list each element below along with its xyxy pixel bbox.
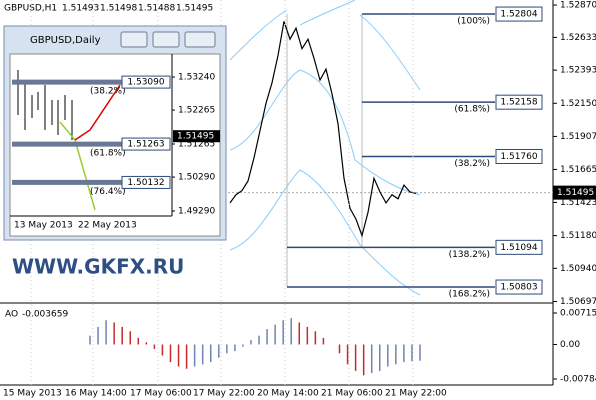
current-price-box xyxy=(553,185,596,200)
ohlc-value: 1.51495 xyxy=(176,4,213,14)
inset-fib-percent: (61.8%) xyxy=(90,149,126,159)
inset-fib-price: 1.51263 xyxy=(127,140,164,150)
inset-fib-percent: (76.4%) xyxy=(90,187,126,197)
envelope-mid xyxy=(229,69,421,196)
inset-tick-label: 1.50290 xyxy=(178,173,215,183)
inset-window[interactable]: GBPUSD,Daily 1.53240 1.52265 1.51265 1.5029… xyxy=(3,25,227,241)
fib-percent: (100%) xyxy=(457,17,490,27)
y-tick-label: 1.50940 xyxy=(560,264,596,274)
fib-price: 1.51094 xyxy=(500,243,537,253)
fib-price-box xyxy=(495,279,543,295)
maximize-button[interactable] xyxy=(152,31,180,48)
inset-tick-label: 1.49290 xyxy=(178,206,215,216)
fib-price: 1.52158 xyxy=(500,98,537,108)
ohlc-value: 1.51488 xyxy=(138,4,175,14)
fib-percent: (168.2%) xyxy=(449,290,490,300)
inset-fib-box xyxy=(121,137,171,151)
fib-price-box xyxy=(495,94,543,110)
fib-percent: (38.2%) xyxy=(454,159,490,169)
fib-price: 1.51760 xyxy=(500,152,537,162)
fib-percent: (61.8%) xyxy=(454,105,490,115)
close-button[interactable] xyxy=(184,31,216,48)
inset-current-box xyxy=(173,130,220,143)
fib-price-box xyxy=(495,239,543,255)
x-tick-label: 21 May 06:00 xyxy=(321,389,383,399)
inset-date: 13 May 2013 xyxy=(14,221,73,231)
y-tick-label: 1.52150 xyxy=(560,99,596,109)
fib-price: 1.50803 xyxy=(500,283,537,293)
y-tick-label: 1.51665 xyxy=(560,165,596,175)
inset-fib-box xyxy=(121,75,171,89)
ohlc-value: 1.51498 xyxy=(100,4,137,14)
price-line xyxy=(229,21,417,238)
fib-price-box xyxy=(495,148,543,164)
inset-current-label: 1.51495 xyxy=(177,132,214,142)
ao-name: AO xyxy=(5,310,18,320)
inset-fib-box xyxy=(121,175,171,189)
x-tick-label: 16 May 14:00 xyxy=(65,389,127,399)
x-tick-label: 20 May 14:00 xyxy=(257,389,319,399)
fib-price: 1.52804 xyxy=(500,10,537,20)
inset-tick-label: 1.53240 xyxy=(178,73,215,83)
y-tick-label: 1.52870 xyxy=(560,1,596,11)
y-tick-label: 1.51423 xyxy=(560,198,596,208)
watermark: WWW.GKFX.RU xyxy=(12,255,184,279)
trend-line xyxy=(74,84,121,141)
y-tick-label: 1.52393 xyxy=(560,66,596,76)
inset-fib-price: 1.50132 xyxy=(127,178,164,188)
inset-fib-percent: (38.2%) xyxy=(90,87,126,97)
minimize-button[interactable] xyxy=(120,31,148,48)
inset-fib-price: 1.53090 xyxy=(127,78,164,88)
window-title: GBPUSD,Daily xyxy=(30,35,101,46)
x-tick-label: 17 May 22:00 xyxy=(193,389,255,399)
fib-price-box xyxy=(495,6,543,22)
fib-percent: (138.2%) xyxy=(449,250,490,260)
ao-last: -0.003659 xyxy=(22,310,68,320)
envelope-lower xyxy=(229,169,421,296)
x-tick-label: 21 May 22:00 xyxy=(385,389,447,399)
x-tick-label: 15 May 2013 xyxy=(3,389,62,399)
y-tick-label: 1.50697 xyxy=(560,297,596,307)
y-tick-label: 1.51907 xyxy=(560,132,596,142)
ao-tick-label: 0.00 xyxy=(560,340,580,350)
ao-tick-label: -0.00784 xyxy=(560,375,596,385)
ao-tick-label: 0.00715 xyxy=(560,308,596,318)
inset-date: 22 May 2013 xyxy=(78,221,137,231)
ohlc-value: 1.51493 xyxy=(62,4,99,14)
y-tick-label: 1.52633 xyxy=(560,33,596,43)
inset-tick-label: 1.51265 xyxy=(178,139,215,149)
current-price-label: 1.51495 xyxy=(557,188,594,198)
inset-tick-label: 1.52265 xyxy=(178,106,215,116)
envelope-upper xyxy=(229,0,421,91)
x-tick-label: 17 May 06:00 xyxy=(130,389,192,399)
inset-candles xyxy=(17,70,73,140)
y-tick-label: 1.51180 xyxy=(560,231,596,241)
